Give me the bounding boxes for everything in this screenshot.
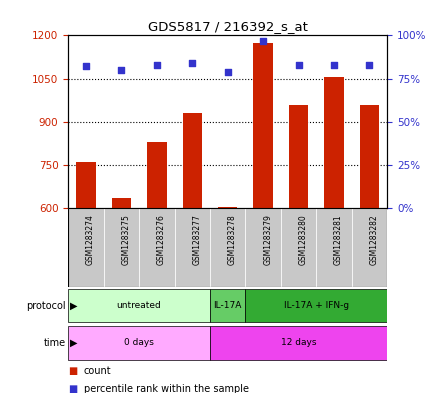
Bar [68,208,104,287]
Point [366,62,373,68]
Text: GSM1283281: GSM1283281 [334,215,343,265]
Text: GSM1283277: GSM1283277 [192,215,201,265]
Point [153,62,160,68]
Text: 0 days: 0 days [124,338,154,347]
Bar [104,208,139,287]
Bar [68,326,210,360]
Bar [316,208,352,287]
Text: ▶: ▶ [70,338,78,348]
Text: ▶: ▶ [70,301,78,310]
Text: protocol: protocol [26,301,66,310]
Bar [210,289,246,322]
Bar [253,42,273,208]
Text: GSM1283282: GSM1283282 [370,215,378,265]
Bar [289,105,308,208]
Point [295,62,302,68]
Bar [246,289,387,322]
Text: percentile rank within the sample: percentile rank within the sample [84,384,249,393]
Bar [352,208,387,287]
Bar [76,162,95,208]
Text: GSM1283276: GSM1283276 [157,215,166,265]
Bar [281,208,316,287]
Text: 12 days: 12 days [281,338,316,347]
Bar [139,208,175,287]
Text: ■: ■ [68,366,77,376]
Bar [183,113,202,208]
Bar [246,208,281,287]
Point [82,63,89,70]
Title: GDS5817 / 216392_s_at: GDS5817 / 216392_s_at [148,20,308,33]
Text: count: count [84,366,111,376]
Point [224,68,231,75]
Text: IL-17A: IL-17A [213,301,242,310]
Bar [210,208,246,287]
Text: GSM1283280: GSM1283280 [299,215,308,265]
Bar [360,105,379,208]
Text: time: time [44,338,66,348]
Point [118,67,125,73]
Bar [324,77,344,208]
Text: GSM1283274: GSM1283274 [86,215,95,265]
Text: IL-17A + IFN-g: IL-17A + IFN-g [284,301,349,310]
Point [260,37,267,44]
Text: untreated: untreated [117,301,161,310]
Text: ■: ■ [68,384,77,393]
Point [330,62,337,68]
Point [189,60,196,66]
Text: GSM1283275: GSM1283275 [121,215,130,265]
Bar [210,326,387,360]
Text: GSM1283279: GSM1283279 [263,215,272,265]
Bar [68,289,210,322]
Bar [218,207,238,208]
Bar [112,198,131,208]
Bar [175,208,210,287]
Text: GSM1283278: GSM1283278 [228,215,237,265]
Bar [147,142,167,208]
